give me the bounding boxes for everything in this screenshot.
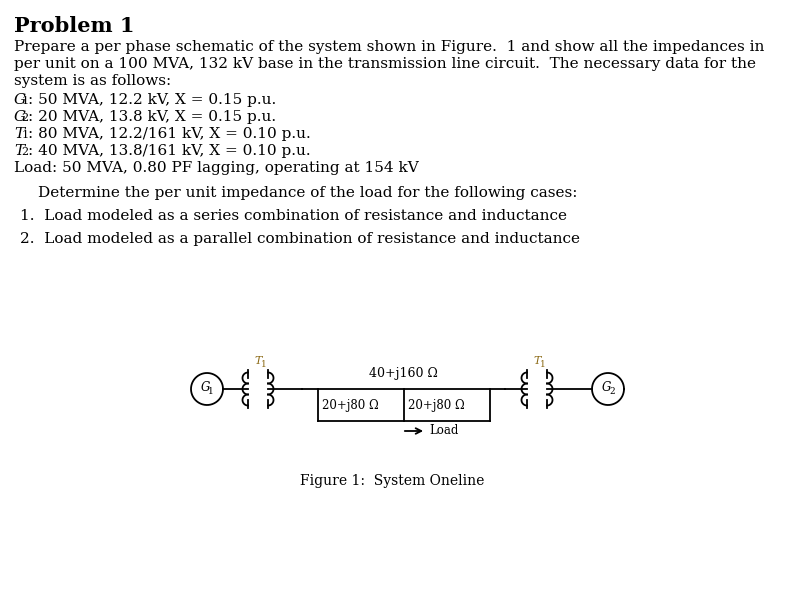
Text: 40+j160 Ω: 40+j160 Ω [369,367,438,380]
Text: 1.  Load modeled as a series combination of resistance and inductance: 1. Load modeled as a series combination … [20,209,567,223]
Text: G: G [14,93,26,107]
Text: Load: 50 MVA, 0.80 PF lagging, operating at 154 kV: Load: 50 MVA, 0.80 PF lagging, operating… [14,161,418,175]
Text: Prepare a per phase schematic of the system shown in Figure.  1 and show all the: Prepare a per phase schematic of the sys… [14,40,765,54]
Text: G: G [14,110,26,124]
Text: : 20 MVA, 13.8 kV, X = 0.15 p.u.: : 20 MVA, 13.8 kV, X = 0.15 p.u. [28,110,276,124]
Text: Problem 1: Problem 1 [14,16,134,36]
Text: 20+j80 Ω: 20+j80 Ω [322,399,378,412]
Text: 1: 1 [540,360,546,369]
Text: 1: 1 [21,130,28,140]
Text: T: T [14,127,24,141]
Text: : 40 MVA, 13.8/161 kV, X = 0.10 p.u.: : 40 MVA, 13.8/161 kV, X = 0.10 p.u. [28,144,311,158]
Text: system is as follows:: system is as follows: [14,74,171,88]
Text: 2: 2 [21,113,28,123]
Text: : 50 MVA, 12.2 kV, X = 0.15 p.u.: : 50 MVA, 12.2 kV, X = 0.15 p.u. [28,93,276,107]
Text: per unit on a 100 MVA, 132 kV base in the transmission line circuit.  The necess: per unit on a 100 MVA, 132 kV base in th… [14,57,756,71]
Text: 2: 2 [609,388,615,396]
Text: Figure 1:  System Oneline: Figure 1: System Oneline [300,474,484,488]
Text: G: G [200,381,210,394]
Text: 1: 1 [208,388,214,396]
Text: T: T [533,356,541,366]
Text: T: T [14,144,24,158]
Text: Determine the per unit impedance of the load for the following cases:: Determine the per unit impedance of the … [38,186,578,200]
Text: Load: Load [429,425,458,438]
Text: G: G [601,381,611,394]
Text: 1: 1 [21,96,28,106]
Text: 20+j80 Ω: 20+j80 Ω [408,399,465,412]
Text: 1: 1 [261,360,267,369]
Text: 2.  Load modeled as a parallel combination of resistance and inductance: 2. Load modeled as a parallel combinatio… [20,232,580,246]
Text: 2: 2 [21,147,28,157]
Text: : 80 MVA, 12.2/161 kV, X = 0.10 p.u.: : 80 MVA, 12.2/161 kV, X = 0.10 p.u. [28,127,311,141]
Text: T: T [254,356,261,366]
